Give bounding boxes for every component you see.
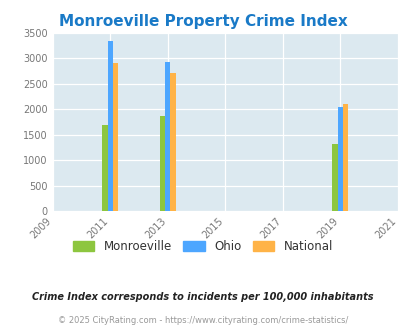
- Legend: Monroeville, Ohio, National: Monroeville, Ohio, National: [72, 240, 333, 253]
- Text: Crime Index corresponds to incidents per 100,000 inhabitants: Crime Index corresponds to incidents per…: [32, 292, 373, 302]
- Bar: [170, 73, 175, 211]
- Bar: [102, 125, 107, 211]
- Bar: [113, 63, 118, 211]
- Bar: [337, 107, 342, 211]
- Bar: [342, 104, 347, 211]
- Text: © 2025 CityRating.com - https://www.cityrating.com/crime-statistics/: © 2025 CityRating.com - https://www.city…: [58, 315, 347, 325]
- Bar: [160, 116, 165, 211]
- Bar: [332, 144, 337, 211]
- Text: Monroeville Property Crime Index: Monroeville Property Crime Index: [58, 14, 347, 29]
- Bar: [165, 62, 170, 211]
- Bar: [107, 41, 113, 211]
